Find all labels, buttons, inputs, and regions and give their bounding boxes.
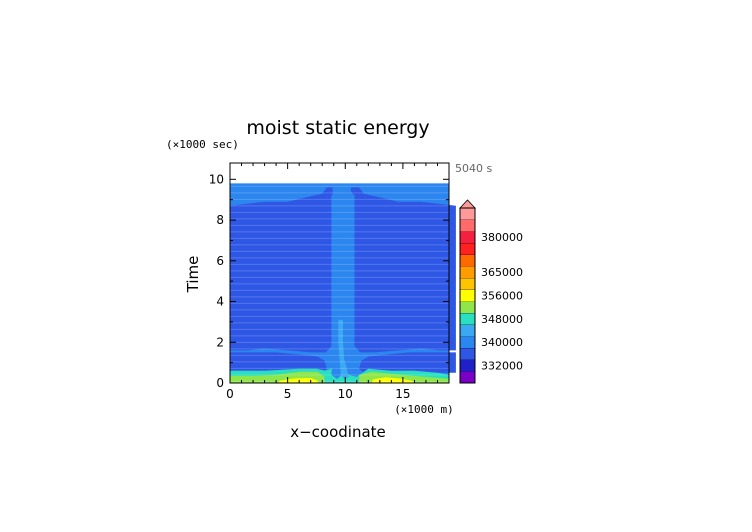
- texture-lines: [230, 185, 449, 382]
- colorbar-swatch: [460, 231, 475, 243]
- y-axis: 0 2 4 6 8 10: [209, 172, 449, 390]
- colorbar-swatch: [460, 324, 475, 337]
- lower-layer-right: [359, 352, 456, 373]
- colorbar-swatch: [460, 348, 475, 360]
- colorbar: 380000 365000 356000 348000 340000 332000: [459, 199, 523, 384]
- colorbar-swatch: [460, 336, 475, 348]
- colorbar-swatch: [460, 266, 475, 278]
- colorbar-label: 365000: [481, 266, 523, 279]
- colorbar-swatch: [460, 278, 475, 290]
- y-tick-label: 6: [216, 254, 224, 268]
- x-tick-label: 10: [338, 387, 353, 401]
- y-tick-label: 2: [216, 335, 224, 349]
- plot-area: [229, 162, 456, 384]
- x-axis: 0 5 10 15: [226, 163, 438, 401]
- colorbar-swatch: [460, 254, 475, 267]
- y-tick-label: 10: [209, 172, 224, 186]
- y-tick-label: 8: [216, 213, 224, 227]
- colorbar-swatch: [460, 208, 475, 220]
- y-unit-label: (×1000 sec): [166, 138, 239, 151]
- colorbar-swatch: [460, 359, 475, 372]
- central-column-core: [338, 319, 349, 379]
- colorbar-swatch: [460, 243, 475, 255]
- time-stamp: 5040 s: [455, 162, 492, 175]
- surface-peak-right: [371, 377, 415, 383]
- x-unit-label: (×1000 m): [394, 403, 454, 416]
- y-axis-label: Time: [184, 256, 202, 294]
- plot-frame: [229, 162, 450, 384]
- lower-layer-left: [230, 352, 327, 373]
- y-tick-label: 4: [216, 295, 224, 309]
- colorbar-frame: [459, 207, 476, 384]
- colorbar-swatch: [460, 219, 475, 232]
- upper-layer-left: [230, 187, 335, 353]
- colorbar-label: 332000: [481, 360, 523, 373]
- x-tick-label: 5: [284, 387, 292, 401]
- x-axis-label: x−coodinate: [290, 423, 386, 441]
- x-tick-label: 0: [226, 387, 234, 401]
- colorbar-extend-arrow: [459, 199, 476, 209]
- surface-peak-left: [278, 377, 318, 383]
- colorbar-label: 380000: [481, 231, 523, 244]
- colorbar-swatch: [460, 371, 475, 383]
- colorbar-label: 340000: [481, 336, 523, 349]
- colorbar-label: 356000: [481, 290, 523, 303]
- chart-title: moist static energy: [246, 117, 429, 139]
- x-tick-label: 15: [395, 387, 410, 401]
- y-tick-label: 0: [216, 376, 224, 390]
- colorbar-label: 348000: [481, 313, 523, 326]
- colorbar-swatch: [460, 313, 475, 325]
- upper-layer-right: [351, 187, 456, 353]
- colorbar-swatch: [460, 289, 475, 302]
- colorbar-swatch: [460, 301, 475, 313]
